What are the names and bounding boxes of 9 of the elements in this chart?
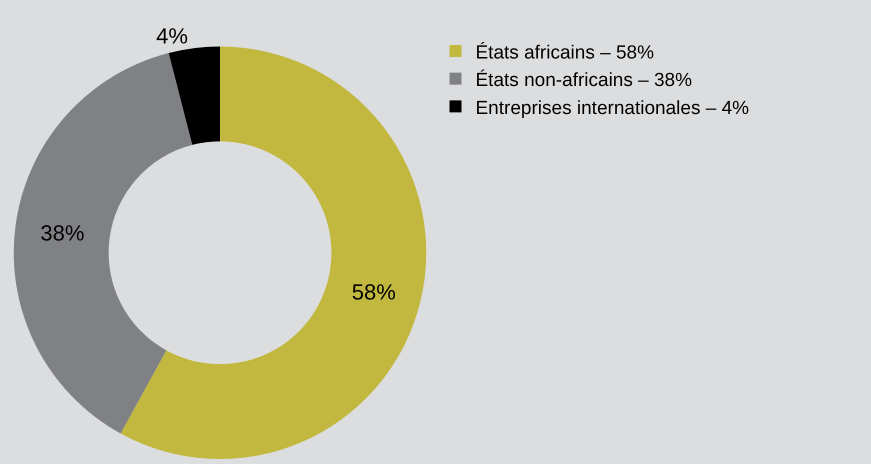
donut-slice: [14, 52, 192, 434]
data-label: 4%: [156, 23, 188, 48]
legend-label: États africains – 58%: [476, 41, 654, 64]
donut-slice: [168, 46, 220, 145]
data-label: 38%: [40, 220, 84, 246]
donut-slice: [120, 46, 426, 459]
legend-label: Entreprises internationales – 4%: [476, 98, 750, 119]
legend-label: États non-africains – 38%: [476, 69, 692, 92]
data-label: 58%: [352, 280, 396, 305]
